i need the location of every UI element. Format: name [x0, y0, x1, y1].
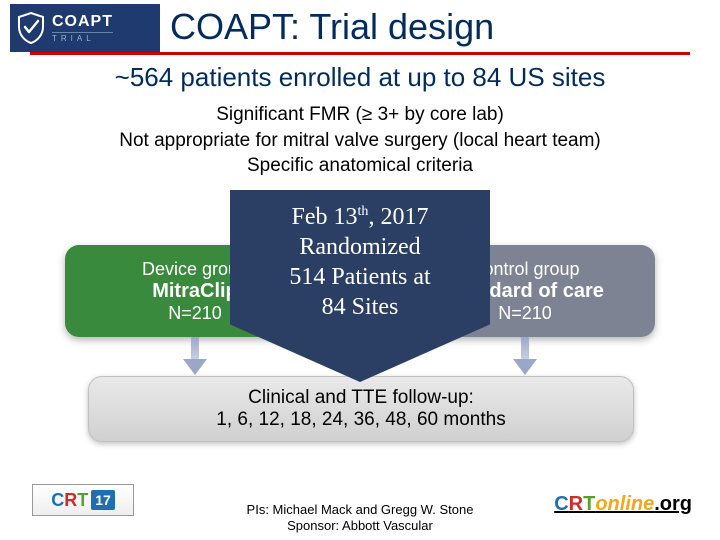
- shield-check-icon: [16, 11, 46, 45]
- callout-line4: 84 Sites: [322, 292, 399, 322]
- callout-line3: 514 Patients at: [289, 262, 430, 292]
- slide-subtitle: ~564 patients enrolled at up to 84 US si…: [40, 62, 680, 93]
- followup-box: Clinical and TTE follow-up: 1, 6, 12, 18…: [88, 376, 634, 442]
- coapt-logo: COAPT TRIAL: [10, 4, 160, 52]
- slide-title: COAPT: Trial design: [170, 6, 494, 48]
- title-underline: [30, 52, 690, 55]
- logo-brand-sub: TRIAL: [52, 32, 113, 43]
- pis-line2: Sponsor: Abbott Vascular: [0, 518, 720, 534]
- arrow-down-right-icon: [513, 337, 537, 375]
- callout-line2: Randomized: [299, 232, 420, 262]
- logo-brand-main: COAPT: [52, 14, 113, 30]
- pis-line1: PIs: Michael Mack and Gregg W. Stone: [0, 502, 720, 518]
- footer-credits: PIs: Michael Mack and Gregg W. Stone Spo…: [0, 502, 720, 535]
- arrow-down-left-icon: [183, 337, 207, 375]
- callout-date-post: , 2017: [368, 204, 428, 230]
- followup-line1: Clinical and TTE follow-up:: [89, 387, 633, 409]
- callout-date-sup: th: [358, 204, 369, 219]
- criteria-line-3: Specific anatomical criteria: [40, 153, 680, 179]
- callout-line1: Feb 13th, 2017: [292, 202, 429, 232]
- criteria-line-2: Not appropriate for mitral valve surgery…: [40, 128, 680, 154]
- inclusion-criteria: Significant FMR (≥ 3+ by core lab) Not a…: [40, 102, 680, 179]
- randomization-callout: Feb 13th, 2017 Randomized 514 Patients a…: [230, 190, 490, 382]
- slide-root: COAPT TRIAL COAPT: Trial design ~564 pat…: [0, 0, 720, 540]
- footer: C R T 17 CRTonline.org PIs: Michael Mack…: [0, 470, 720, 540]
- criteria-line-1: Significant FMR (≥ 3+ by core lab): [40, 102, 680, 128]
- followup-line2: 1, 6, 12, 18, 24, 36, 48, 60 months: [89, 409, 633, 431]
- callout-date-pre: Feb 13: [292, 204, 358, 230]
